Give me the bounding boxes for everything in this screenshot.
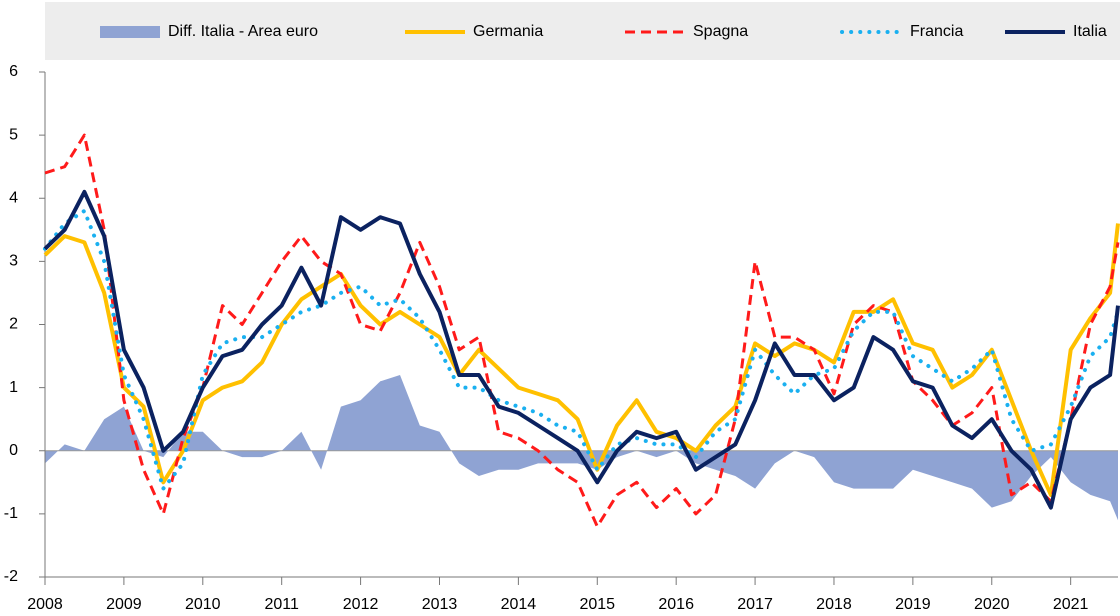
y-tick-label: -2 <box>4 568 18 585</box>
y-tick-label: 2 <box>9 316 18 333</box>
line <box>43 189 1120 510</box>
y-tick-label: 6 <box>9 63 18 80</box>
x-tick-label: 2019 <box>895 596 931 613</box>
x-tick-label: 2008 <box>27 596 63 613</box>
line <box>43 208 1120 491</box>
x-tick-label: 2016 <box>658 596 694 613</box>
x-tick-label: 2009 <box>106 596 142 613</box>
legend-label: Italia <box>1073 23 1107 40</box>
legend-label: Spagna <box>693 23 748 40</box>
y-tick-label: 1 <box>9 379 18 396</box>
x-tick-label: 2014 <box>501 596 537 613</box>
x-tick-label: 2010 <box>185 596 221 613</box>
line <box>44 133 1120 528</box>
y-tick-label: 0 <box>9 442 18 459</box>
y-tick-label: 4 <box>9 189 18 206</box>
x-tick-label: 2020 <box>974 596 1010 613</box>
area <box>45 375 1118 521</box>
legend-label: Germania <box>473 23 543 40</box>
x-tick-label: 2017 <box>737 596 773 613</box>
x-tick-label: 2013 <box>422 596 458 613</box>
legend-box <box>45 2 1120 60</box>
legend-swatch <box>100 26 160 38</box>
y-tick-label: -1 <box>4 505 18 522</box>
x-tick-label: 2018 <box>816 596 852 613</box>
line <box>43 223 1120 497</box>
x-tick-label: 2021 <box>1053 596 1089 613</box>
x-tick-label: 2011 <box>264 596 299 613</box>
x-tick-label: 2012 <box>343 596 379 613</box>
legend-label: Diff. Italia - Area euro <box>168 23 318 40</box>
legend-label: Francia <box>910 23 963 40</box>
y-tick-label: 5 <box>9 126 18 143</box>
y-tick-label: 3 <box>9 253 18 270</box>
x-tick-label: 2015 <box>579 596 615 613</box>
